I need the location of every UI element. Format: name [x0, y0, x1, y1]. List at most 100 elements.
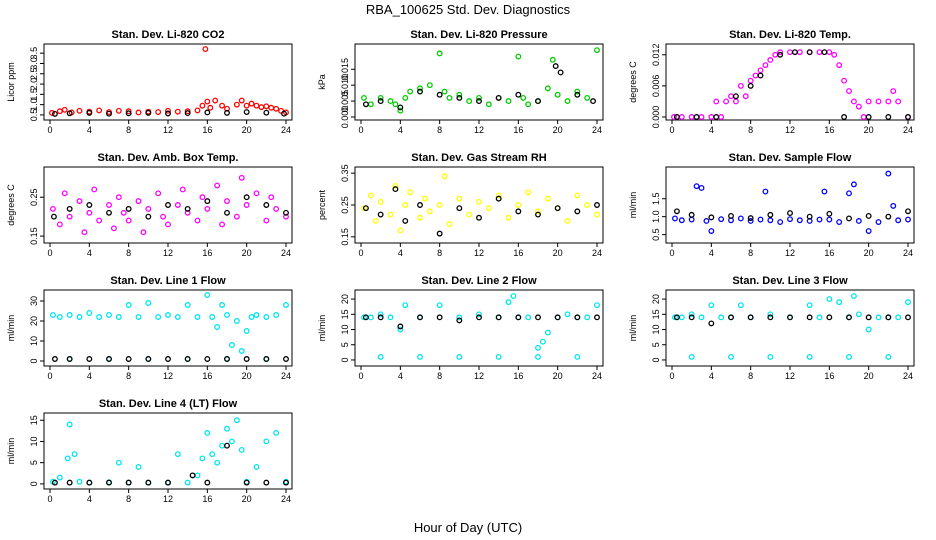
y-axis-label: percent: [317, 189, 327, 220]
x-tick-label: 12: [474, 248, 484, 258]
data-point: [865, 114, 872, 120]
x-tick-label: 12: [474, 371, 484, 381]
data-point: [747, 314, 754, 321]
data-point: [367, 314, 374, 321]
panel-1: Stan. Dev. Li-820 Pressure 0 4 8 12 16 20 24 0.0…: [317, 29, 604, 135]
x-tick-label: 12: [785, 248, 795, 258]
data-point: [243, 202, 250, 208]
data-point: [787, 314, 793, 321]
data-point: [525, 189, 532, 196]
data-point: [446, 221, 453, 228]
y-tick-label: 0.015: [340, 58, 350, 81]
data-point: [377, 311, 384, 318]
data-point: [125, 217, 132, 224]
data-point: [125, 108, 132, 115]
data-point: [816, 49, 823, 56]
data-point: [194, 107, 201, 114]
series-0: [50, 417, 289, 486]
series-1: [673, 314, 911, 327]
data-point: [377, 211, 384, 218]
data-point: [377, 98, 384, 105]
data-point: [688, 314, 695, 321]
data-point: [76, 107, 83, 114]
data-point: [66, 356, 73, 362]
data-point: [564, 311, 571, 318]
data-point: [207, 104, 214, 111]
data-point: [165, 479, 171, 486]
data-point: [224, 442, 230, 449]
data-point: [436, 314, 443, 321]
data-point: [826, 49, 833, 56]
plot-frame: [665, 166, 915, 244]
data-point: [737, 82, 744, 89]
data-point: [728, 93, 734, 100]
data-point: [184, 209, 191, 216]
data-point: [204, 430, 211, 436]
data-point: [672, 215, 678, 222]
plot-frame: [354, 166, 604, 244]
panel-title: Stan. Dev. Amb. Box Temp.: [98, 152, 239, 164]
data-point: [253, 463, 260, 470]
data-point: [554, 205, 561, 212]
data-point: [233, 213, 240, 220]
data-point: [495, 195, 502, 202]
y-tick-label: 0: [651, 357, 661, 362]
x-tick-label: 24: [281, 125, 291, 135]
y-tick-label: 20: [340, 294, 350, 304]
data-point: [417, 214, 423, 221]
panel-title: Stan. Dev. Line 2 Flow: [421, 275, 537, 287]
data-point: [708, 320, 715, 327]
x-tick-label: 4: [709, 125, 714, 135]
data-point: [436, 50, 443, 57]
data-point: [826, 216, 833, 223]
y-tick-label: 1.5: [29, 88, 39, 101]
data-point: [402, 202, 409, 208]
data-point: [718, 314, 725, 321]
series-0: [672, 293, 911, 360]
data-point: [816, 216, 823, 223]
data-point: [56, 221, 63, 228]
panel-title: Stan. Dev. Li-820 Temp.: [729, 29, 851, 41]
data-point: [505, 98, 512, 105]
x-tick-label: 12: [163, 248, 173, 258]
data-point: [66, 205, 73, 212]
panel-5: Stan. Dev. Sample Flow 0 4 8 12 16 20 24 0.5 1.0 1…: [628, 152, 915, 258]
data-point: [273, 430, 280, 436]
panel-title: Stan. Dev. Sample Flow: [729, 152, 852, 164]
data-point: [224, 209, 230, 216]
x-tick-label: 8: [748, 125, 753, 135]
x-tick-label: 8: [126, 125, 131, 135]
plot-frame: [43, 166, 293, 244]
data-point: [772, 51, 779, 58]
series-1: [51, 109, 287, 117]
data-point: [728, 314, 734, 321]
data-point: [846, 190, 852, 197]
data-point: [125, 356, 132, 362]
data-point: [515, 202, 522, 208]
plot-frame: [43, 289, 293, 367]
data-point: [885, 114, 892, 120]
data-point: [885, 98, 892, 105]
data-point: [557, 69, 564, 76]
data-point: [495, 192, 502, 199]
data-point: [718, 114, 725, 120]
y-tick-label: 30: [29, 296, 39, 306]
data-point: [86, 209, 93, 216]
data-point: [96, 217, 103, 224]
y-axis-label: degrees C: [6, 184, 16, 226]
data-point: [61, 106, 68, 113]
data-point: [219, 102, 226, 109]
data-point: [224, 109, 230, 116]
x-tick-label: 0: [47, 371, 52, 381]
data-point: [718, 216, 725, 223]
data-point: [106, 209, 112, 216]
data-point: [520, 94, 527, 101]
data-point: [219, 442, 226, 449]
x-tick-label: 24: [903, 248, 913, 258]
data-point: [821, 49, 828, 56]
x-tick-label: 12: [474, 125, 484, 135]
data-point: [155, 314, 162, 320]
data-point: [747, 82, 754, 89]
data-point: [875, 314, 882, 321]
x-tick-label: 20: [242, 494, 252, 504]
